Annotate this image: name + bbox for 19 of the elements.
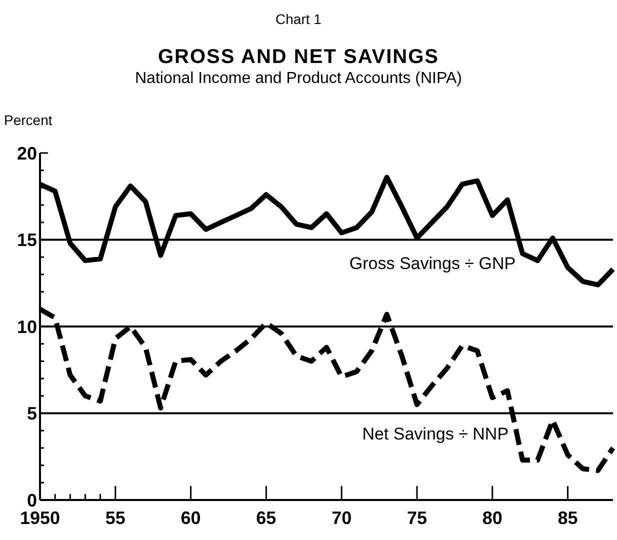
caption: Chart 1 — [276, 11, 322, 27]
x-tick-label: 70 — [332, 508, 352, 528]
chart-title: GROSS AND NET SAVINGS — [158, 46, 440, 68]
y-tick-label: 10 — [16, 316, 37, 337]
series-label: Gross Savings ÷ GNP — [349, 254, 516, 274]
y-axis-title: Percent — [4, 112, 52, 128]
x-tick-label: 75 — [406, 508, 427, 528]
x-tick-label: 55 — [105, 508, 126, 528]
x-tick-label: 65 — [256, 508, 276, 528]
y-tick-label: 0 — [26, 490, 37, 510]
x-tick-label: 1950 — [20, 508, 60, 528]
x-tick-label: 60 — [180, 508, 201, 528]
y-tick-label: 5 — [26, 404, 37, 424]
x-tick-label: 85 — [558, 508, 578, 528]
chart-subtitle: National Income and Product Accounts (NIPA) — [135, 70, 462, 87]
y-tick-label: 15 — [16, 230, 37, 250]
series-label: Net Savings ÷ NNP — [362, 424, 509, 444]
x-tick-label: 80 — [482, 508, 502, 528]
y-tick-label: 20 — [16, 143, 37, 164]
